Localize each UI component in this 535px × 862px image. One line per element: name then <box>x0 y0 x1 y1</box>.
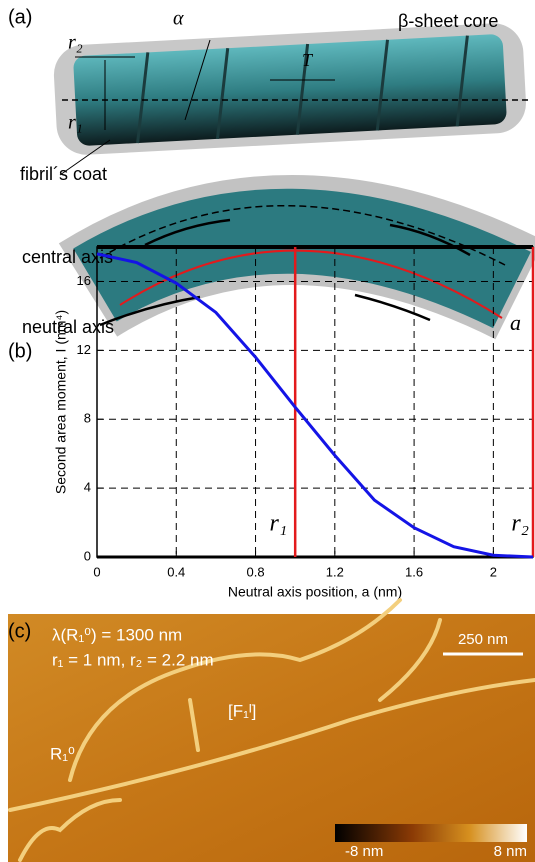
colorbar-min: -8 nm <box>345 843 383 860</box>
radii-label: r₁ = 1 nm, r₂ = 2.2 nm <box>52 650 214 669</box>
coat-label: fibril´s coat <box>20 164 107 184</box>
x-tick-label: 0 <box>93 564 100 579</box>
f-label: [F₁ᴵ] <box>228 701 256 720</box>
r-label: R₁⁰ <box>50 744 75 763</box>
x-tick-label: 1.6 <box>405 564 423 579</box>
panel-label: (c) <box>8 620 31 642</box>
x-axis-label: Neutral axis position, a (nm) <box>228 584 402 600</box>
core-label: β-sheet core <box>398 11 498 31</box>
y-tick-label: 16 <box>77 273 91 288</box>
y-tick-label: 0 <box>84 548 91 563</box>
y-tick-label: 4 <box>84 480 91 495</box>
y-axis-label: Second area moment, I (nm⁴) <box>53 310 69 494</box>
panel-c: (c) λ(R₁⁰) = 1300 nm r₁ = 1 nm, r₂ = 2.2… <box>8 600 535 862</box>
x-tick-label: 1.2 <box>326 564 344 579</box>
lambda-label: λ(R₁⁰) = 1300 nm <box>52 625 182 644</box>
central-axis-label: central axis <box>22 247 113 267</box>
figure: (a) r₂ r₁ α β-sheet core T fibril´s coat… <box>0 0 535 862</box>
alpha-label: α <box>173 8 184 30</box>
x-tick-label: 0.8 <box>247 564 265 579</box>
scale-label: 250 nm <box>458 631 508 648</box>
marker-label: r₁ <box>269 511 287 537</box>
panel-label: (a) <box>8 6 32 28</box>
x-tick-label: 0.4 <box>167 564 185 579</box>
marker-label: r₂ <box>511 511 529 537</box>
colorbar <box>335 824 527 842</box>
y-tick-label: 8 <box>84 411 91 426</box>
panel-label: (b) <box>8 340 32 362</box>
colorbar-max: 8 nm <box>494 843 527 860</box>
x-tick-label: 2 <box>490 564 497 579</box>
r1-label: r₁ <box>68 112 83 134</box>
y-tick-label: 12 <box>77 342 91 357</box>
r2-label: r₂ <box>68 32 83 54</box>
a-label: a <box>510 310 521 335</box>
